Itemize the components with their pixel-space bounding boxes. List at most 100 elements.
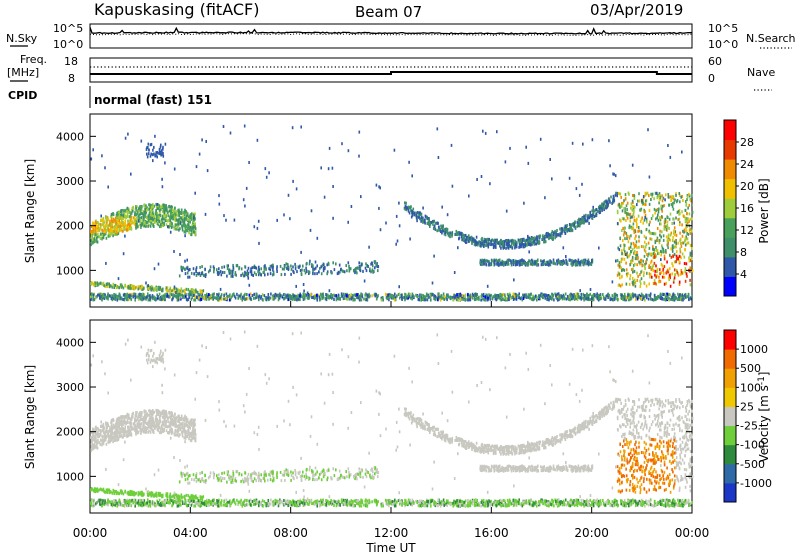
heatmap-cell (573, 223, 575, 227)
heatmap-cell (682, 229, 684, 233)
heatmap-cell (137, 219, 140, 223)
heatmap-cell (656, 269, 658, 273)
heatmap-cell (680, 244, 683, 248)
heatmap-cell (686, 222, 689, 226)
heatmap-cell (501, 240, 504, 244)
heatmap-cell (112, 231, 114, 235)
heatmap-cell (644, 216, 646, 219)
heatmap-cell (430, 298, 432, 302)
heatmap-cell (562, 293, 565, 297)
heatmap-cell (472, 237, 474, 241)
heatmap-cell (672, 280, 675, 284)
heatmap-cell (159, 286, 162, 290)
heatmap-cell (513, 278, 515, 282)
heatmap-cell (296, 270, 298, 274)
heatmap-cell (184, 208, 186, 212)
heatmap-cell (104, 226, 107, 230)
heatmap-cell (140, 218, 142, 221)
heatmap-cell (582, 296, 585, 300)
heatmap-cell (183, 223, 186, 227)
heatmap-cell (146, 208, 148, 212)
heatmap-cell (310, 209, 313, 213)
heatmap-cell (371, 262, 373, 266)
heatmap-cell (299, 294, 301, 298)
heatmap-cell (548, 237, 550, 241)
heatmap-cell (596, 209, 599, 213)
heatmap-cell (659, 294, 661, 297)
heatmap-cell (669, 253, 671, 257)
heatmap-cell (606, 202, 608, 206)
heatmap-cell (524, 242, 527, 246)
heatmap-cell (271, 273, 274, 277)
heatmap-cell (391, 296, 394, 300)
heatmap-cell (328, 146, 331, 150)
heatmap-cell (672, 235, 674, 239)
heatmap-cell (98, 235, 101, 239)
heatmap-cell (527, 234, 529, 238)
heatmap-cell (433, 294, 435, 298)
heatmap-cell (100, 214, 102, 218)
heatmap-cell (423, 295, 425, 299)
heatmap-cell (119, 213, 122, 217)
heatmap-cell (665, 235, 668, 239)
heatmap-cell (672, 207, 675, 211)
heatmap-cell (632, 292, 634, 296)
heatmap-cell (583, 214, 585, 218)
heatmap-cell (346, 294, 348, 298)
heatmap-cell (667, 242, 669, 246)
heatmap-cell (333, 298, 335, 301)
heatmap-cell (297, 297, 300, 301)
heatmap-cell (284, 272, 286, 276)
heatmap-cell (490, 239, 493, 243)
heatmap-cell (638, 239, 640, 243)
heatmap-cell (124, 209, 127, 213)
heatmap-cell (114, 219, 117, 223)
heatmap-cell (564, 231, 567, 235)
heatmap-cell (153, 145, 155, 149)
heatmap-cell (94, 220, 97, 224)
heatmap-cell (579, 296, 582, 300)
heatmap-cell (657, 295, 660, 299)
heatmap-cell (187, 220, 190, 224)
heatmap-cell (590, 263, 593, 266)
heatmap-cell (533, 297, 535, 301)
heatmap-cell (250, 270, 253, 273)
heatmap-cell (212, 296, 214, 300)
heatmap-cell (648, 293, 650, 297)
heatmap-cell (642, 245, 645, 249)
heatmap-cell (574, 295, 576, 299)
heatmap-cell (564, 225, 567, 229)
heatmap-cell (218, 298, 220, 302)
heatmap-cell (659, 233, 661, 237)
heatmap-cell (190, 229, 193, 233)
heatmap-cell (643, 218, 646, 222)
heatmap-cell (457, 246, 459, 250)
heatmap-cell (162, 154, 165, 158)
heatmap-cell (662, 248, 665, 252)
heatmap-cell (134, 292, 137, 296)
heatmap-cell (92, 222, 95, 226)
heatmap-cell (131, 209, 133, 213)
heatmap-cell (132, 295, 134, 299)
heatmap-cell (187, 293, 190, 296)
heatmap-cell (635, 243, 637, 247)
heatmap-cell (623, 257, 626, 261)
heatmap-cell (628, 254, 630, 258)
heatmap-cell (121, 284, 123, 288)
heatmap-cell (691, 210, 694, 214)
heatmap-cell (495, 239, 497, 243)
heatmap-cell (160, 205, 162, 209)
heatmap-cell (551, 292, 553, 296)
heatmap-cell (194, 212, 196, 216)
heatmap-cell (688, 259, 691, 263)
heatmap-cell (265, 267, 267, 271)
heatmap-cell (220, 273, 223, 277)
heatmap-cell (622, 268, 624, 271)
heatmap-cell (529, 238, 532, 242)
colorbar-tick-label: 24 (740, 158, 754, 171)
heatmap-cell (639, 273, 641, 277)
heatmap-cell (562, 259, 565, 263)
heatmap-cell (481, 293, 483, 297)
heatmap-cell (659, 268, 661, 272)
heatmap-cell (258, 241, 260, 245)
